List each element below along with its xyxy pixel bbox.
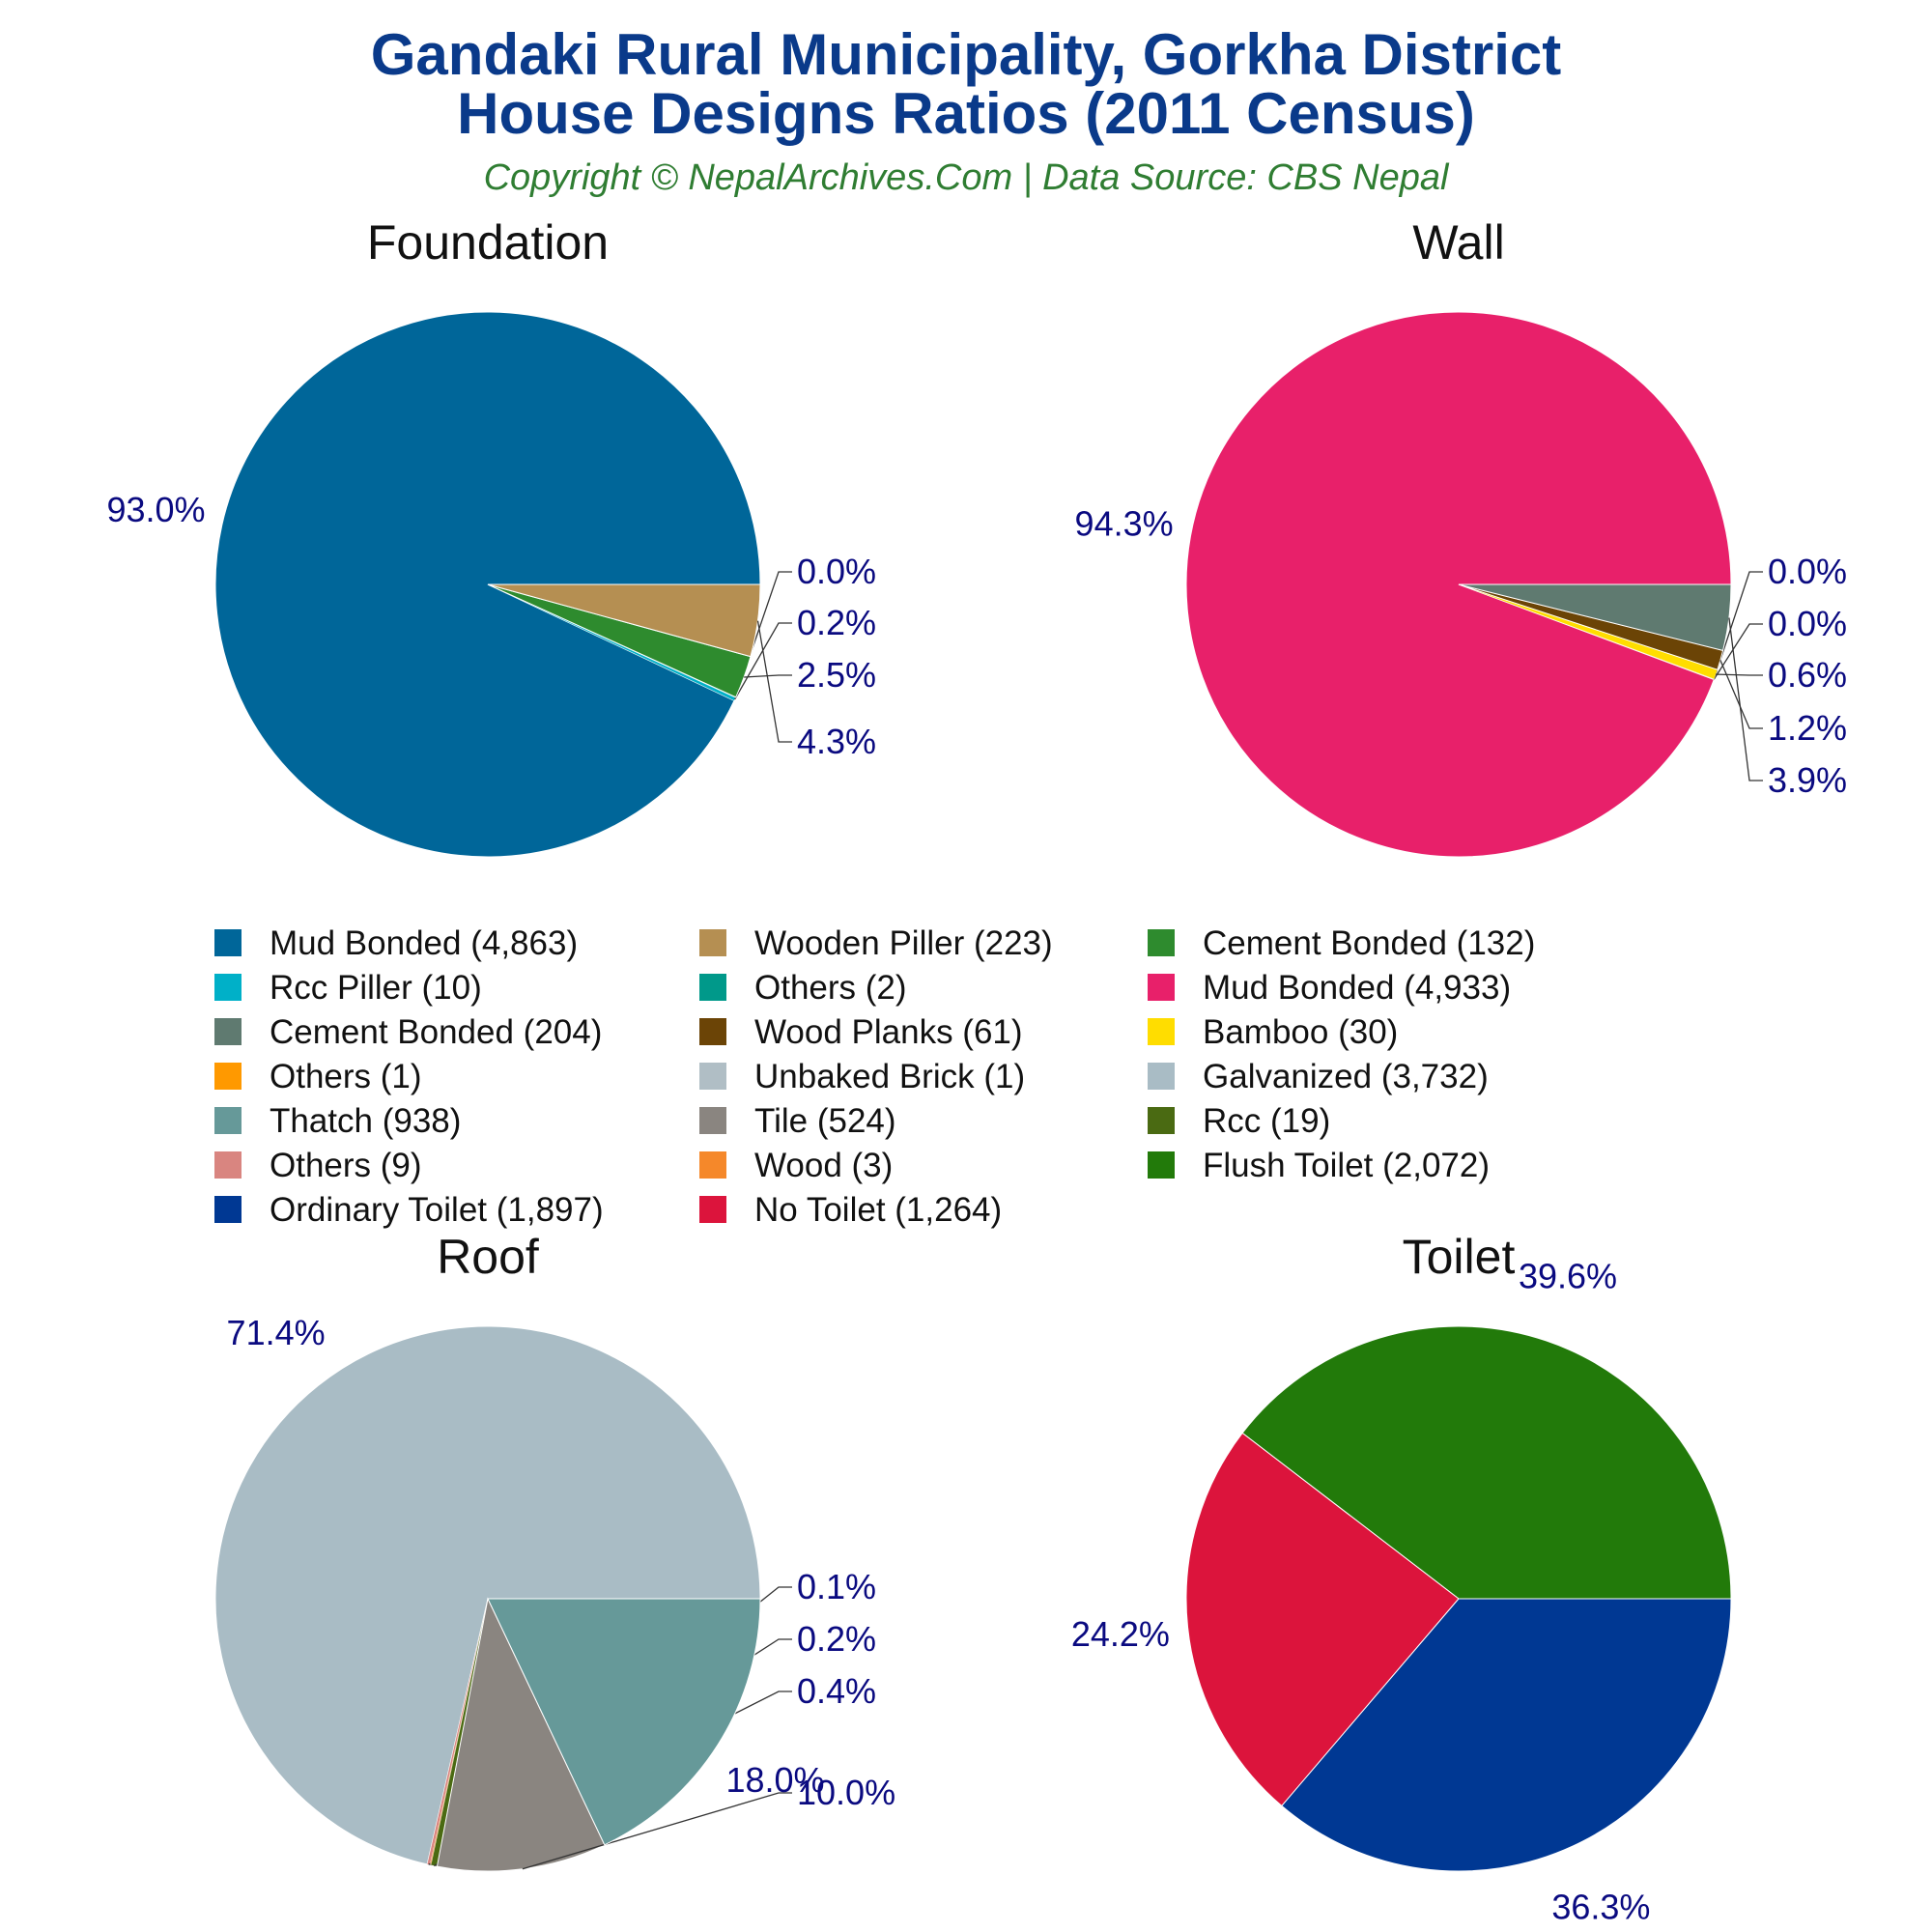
foundation-leader-line [756,620,792,743]
roof-pct-label-galvanized: 71.4% [227,1313,326,1352]
legend-label: Others (9) [270,1147,422,1184]
foundation-pct-label-others: 0.0% [797,552,876,591]
wall-leader-line [1728,617,1763,781]
legend-label: Wooden Piller (223) [754,924,1053,962]
legend-swatch [699,929,726,956]
legend-label: Cement Bonded (204) [270,1013,602,1051]
toilet-pct-label-no-toilet: 24.2% [1071,1614,1170,1654]
roof-slice-thatch [487,1598,761,1846]
legend-swatch [699,974,726,1001]
foundation-leader-line [744,674,792,678]
wall-leader-line [1716,673,1763,676]
legend-swatch [1148,974,1175,1001]
legend-label: Galvanized (3,732) [1203,1058,1489,1095]
legend-swatch [214,1107,242,1134]
roof-slice-galvanized [214,1325,761,1865]
foundation-pct-label-wooden-piller: 4.3% [797,722,876,761]
legend-label: Wood Planks (61) [754,1013,1023,1051]
legend-swatch [699,1151,726,1179]
legend-label: Bamboo (30) [1203,1013,1398,1051]
legend-swatch [699,1063,726,1090]
wall-pct-label-mud-bonded: 94.3% [1075,504,1174,544]
foundation-pct-label-rcc-piller: 0.2% [797,603,876,642]
legend-swatch [214,974,242,1001]
legend-swatch [699,1107,726,1134]
legend-swatch [1148,1063,1175,1090]
legend-label: Unbaked Brick (1) [754,1058,1025,1095]
roof-pct-label-thatch: 18.0% [725,1760,824,1800]
legend-label: Tile (524) [754,1102,896,1140]
legend-label: Rcc Piller (10) [270,969,482,1007]
wall-pie: Wall 94.3% 0.0% 0.0% 0.6% 1.2% 3.9% [1075,215,1847,858]
wall-leader-line [1713,571,1763,680]
toilet-slice-ordinary-toilet [1281,1598,1732,1872]
roof-pct-label-rcc: 0.4% [797,1671,876,1711]
legend-swatch [1148,929,1175,956]
roof-pie-title: Roof [437,1230,539,1284]
roof-pct-label-tile: 10.0% [797,1773,895,1812]
legend-swatch [214,1151,242,1179]
legend-label: Rcc (19) [1203,1102,1330,1140]
wall-pct-label-others: 0.0% [1768,604,1847,643]
foundation-pie: Foundation 93.0% 0.2% 0.0% 2.5% 4.3% [106,215,876,858]
legend-label: Others (1) [270,1058,422,1095]
legend-label: Mud Bonded (4,933) [1203,969,1511,1007]
foundation-pct-label-cement-bonded: 2.5% [797,655,876,695]
roof-pie: Roof 71.4% 0.2% 0.1% 0.4% 10.0%18.0% [214,1230,895,1872]
wall-pct-label-unbaked-brick: 0.0% [1768,552,1847,591]
legend-label: Cement Bonded (132) [1203,924,1535,962]
wall-leader-line [1719,660,1763,729]
toilet-pie: Toilet 39.6% 24.2% 36.3% [1071,1230,1732,1927]
legend: Mud Bonded (4,863) Rcc Piller (10) Cement … [214,924,1535,1229]
legend-label: Wood (3) [754,1147,893,1184]
wall-slice-cement-bonded [1458,583,1732,652]
legend-swatch [214,1063,242,1090]
wall-leader-line [1713,623,1763,680]
foundation-leader-line [734,622,792,700]
roof-pct-label-others: 0.2% [797,1619,876,1659]
legend-swatch [1148,1018,1175,1045]
legend-label: No Toilet (1,264) [754,1191,1002,1229]
legend-label: Flush Toilet (2,072) [1203,1147,1490,1184]
wall-pct-label-cement-bonded: 3.9% [1768,760,1847,800]
legend-swatch [699,1018,726,1045]
roof-pct-label-wood: 0.1% [797,1567,876,1606]
legend-swatch [699,1196,726,1223]
legend-label: Others (2) [754,969,907,1007]
legend-label: Thatch (938) [270,1102,461,1140]
chart-subtitle: Copyright © NepalArchives.Com | Data Sou… [484,157,1450,198]
legend-swatch [214,1196,242,1223]
legend-swatch [214,1018,242,1045]
legend-label: Ordinary Toilet (1,897) [270,1191,604,1229]
legend-swatch [1148,1107,1175,1134]
foundation-slice-wooden-piller [487,583,761,658]
wall-pct-label-bamboo: 0.6% [1768,655,1847,695]
chart-title-line2: House Designs Ratios (2011 Census) [457,81,1475,146]
legend-label: Mud Bonded (4,863) [270,924,578,962]
foundation-pie-title: Foundation [367,215,609,270]
legend-swatch [1148,1151,1175,1179]
toilet-pct-label-flush-toilet: 39.6% [1519,1257,1617,1296]
legend-swatch [214,929,242,956]
wall-pct-label-wood-planks: 1.2% [1768,708,1847,748]
foundation-slice-mud-bonded [214,311,761,858]
toilet-slice-no-toilet [1185,1432,1460,1807]
toilet-slice-flush-toilet [1241,1325,1732,1600]
wall-pie-title: Wall [1412,215,1504,270]
foundation-pct-label-mud-bonded: 93.0% [106,490,205,529]
toilet-pct-label-ordinary-toilet: 36.3% [1551,1888,1650,1927]
toilet-pie-title: Toilet [1403,1230,1516,1284]
chart-title-line1: Gandaki Rural Municipality, Gorkha Distr… [371,22,1562,87]
